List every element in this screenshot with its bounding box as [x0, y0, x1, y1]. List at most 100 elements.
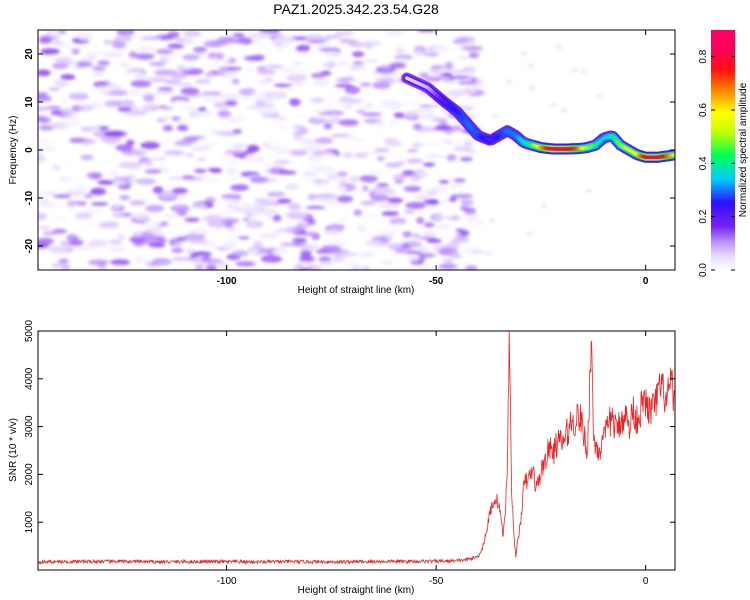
figure-title: PAZ1.2025.342.23.54.G28 — [273, 1, 439, 17]
spectrogram-noise-cell — [45, 105, 62, 110]
colorbar-segment — [711, 80, 735, 83]
colorbar-segment — [711, 68, 735, 71]
spectrogram-noise-cell — [171, 256, 189, 262]
spectrogram-noise-cell — [108, 89, 128, 96]
spectrogram-noise-cell — [246, 32, 268, 37]
spectrogram-noise-cell — [134, 149, 146, 158]
colorbar-tick-label: 0.0 — [698, 263, 709, 277]
colorbar-segment — [711, 216, 735, 219]
spectrogram-noise-cell — [285, 73, 308, 82]
spectrogram-noise-cell — [119, 195, 130, 201]
colorbar-segment — [711, 32, 735, 35]
spectrogram-noise-cell — [416, 171, 428, 177]
spectrogram-noise-cell — [284, 184, 299, 190]
spectrogram-ylabel: Frequency (Hz) — [8, 116, 19, 185]
spectrogram-noise-cell — [449, 241, 460, 248]
spectrogram-ytick-label: 20 — [24, 48, 35, 60]
colorbar-segment — [711, 132, 735, 135]
spectrogram-noise-cell — [506, 80, 512, 84]
colorbar-segment — [711, 140, 735, 143]
colorbar-segment — [711, 180, 735, 183]
spectrogram-noise-cell — [134, 62, 143, 70]
spectrogram-noise-cell — [173, 85, 183, 92]
spectrogram-noise-cell — [259, 30, 281, 34]
spectrogram-noise-cell — [376, 33, 389, 38]
spectrogram-noise-cell — [541, 204, 547, 208]
spectrogram-noise-cell — [338, 251, 359, 257]
spectrogram-noise-cell — [337, 195, 354, 203]
spectrogram-noise-cell — [144, 162, 154, 166]
spectrogram-noise-cell — [310, 72, 326, 79]
spectrogram-noise-cell — [38, 92, 48, 97]
spectrogram-noise-cell — [356, 68, 366, 76]
spectrogram-noise-cell — [231, 78, 240, 85]
colorbar-segment — [711, 186, 735, 189]
spectrogram-noise-cell — [325, 99, 335, 108]
spectrogram-noise-cell — [130, 41, 141, 50]
spectrogram-noise-cell — [468, 51, 479, 59]
colorbar-segment — [711, 158, 735, 161]
spectrogram-noise-cell — [184, 217, 201, 222]
spectrogram-noise-cell — [75, 245, 96, 251]
spectrogram-noise-cell — [230, 184, 250, 192]
spectrogram-noise-cell — [520, 52, 527, 55]
colorbar-segment — [711, 192, 735, 195]
spectrogram-noise-cell — [257, 80, 268, 85]
spectrogram-xtick-label: -50 — [429, 276, 444, 287]
spectrogram-noise-cell — [218, 199, 239, 203]
spectrogram-noise-cell — [435, 124, 453, 131]
colorbar-segment — [711, 162, 735, 165]
spectrogram-noise-cell — [151, 233, 167, 237]
spectrogram-noise-cell — [571, 68, 578, 72]
spectrogram-noise-cell — [223, 234, 238, 242]
spectrogram-noise-cell — [438, 119, 448, 125]
spectrogram-noise-cell — [246, 144, 260, 153]
spectrogram-noise-cell — [203, 243, 217, 250]
spectrogram-noise-cell — [237, 236, 250, 240]
spectrogram-noise-cell — [334, 61, 350, 65]
spectrogram-noise-cell — [384, 141, 404, 147]
spectrogram-noise-cell — [148, 62, 165, 66]
spectrogram-noise-cell — [38, 138, 50, 144]
spectrogram-noise-cell — [73, 185, 90, 192]
spectrogram-noise-cell — [130, 80, 152, 88]
spectrogram-noise-cell — [97, 60, 110, 66]
colorbar-segment — [711, 168, 735, 171]
spectrogram-noise-cell — [426, 238, 442, 244]
spectrogram-noise-cell — [486, 252, 492, 256]
spectrogram-noise-cell — [344, 86, 361, 95]
spectrogram-ytick-label: -10 — [24, 190, 35, 205]
spectrogram-noise-cell — [300, 174, 320, 181]
spectrogram-noise-cell — [129, 200, 146, 206]
spectrogram-noise-cell — [314, 137, 334, 145]
spectrogram-noise-cell — [38, 237, 54, 245]
spectrogram-noise-cell — [418, 246, 429, 253]
spectrogram-noise-cell — [170, 72, 188, 79]
snr-ytick-label: 3000 — [24, 415, 35, 438]
spectrogram-noise-cell — [155, 49, 174, 54]
spectrogram-noise-cell — [272, 147, 292, 155]
spectrogram-noise-cell — [221, 217, 240, 224]
colorbar-segment — [711, 220, 735, 223]
spectrogram-noise-cell — [457, 80, 477, 85]
spectrogram-noise-cell — [393, 112, 405, 119]
colorbar-segment — [711, 166, 735, 169]
spectrogram-noise-cell — [134, 45, 157, 54]
spectrogram-noise-cell — [241, 217, 250, 222]
spectrogram-noise-cell — [107, 247, 126, 252]
spectrogram-noise-cell — [387, 119, 398, 127]
spectrogram-noise-cell — [84, 221, 96, 228]
colorbar-segment — [711, 226, 735, 229]
spectrogram-noise-cell — [109, 259, 131, 266]
spectrogram-noise-cell — [424, 76, 443, 82]
spectrogram-noise-cell — [414, 195, 431, 200]
spectrogram-noise-cell — [152, 257, 172, 266]
spectrogram-noise-cell — [256, 69, 276, 75]
spectrogram-noise-cell — [338, 119, 359, 126]
spectrogram-noise-cell — [116, 30, 135, 36]
colorbar-segment — [711, 214, 735, 217]
spectrogram-noise-cell — [262, 162, 283, 167]
spectrogram-noise-cell — [245, 153, 259, 161]
spectrogram-noise-cell — [581, 70, 588, 74]
colorbar-segment — [711, 250, 735, 253]
